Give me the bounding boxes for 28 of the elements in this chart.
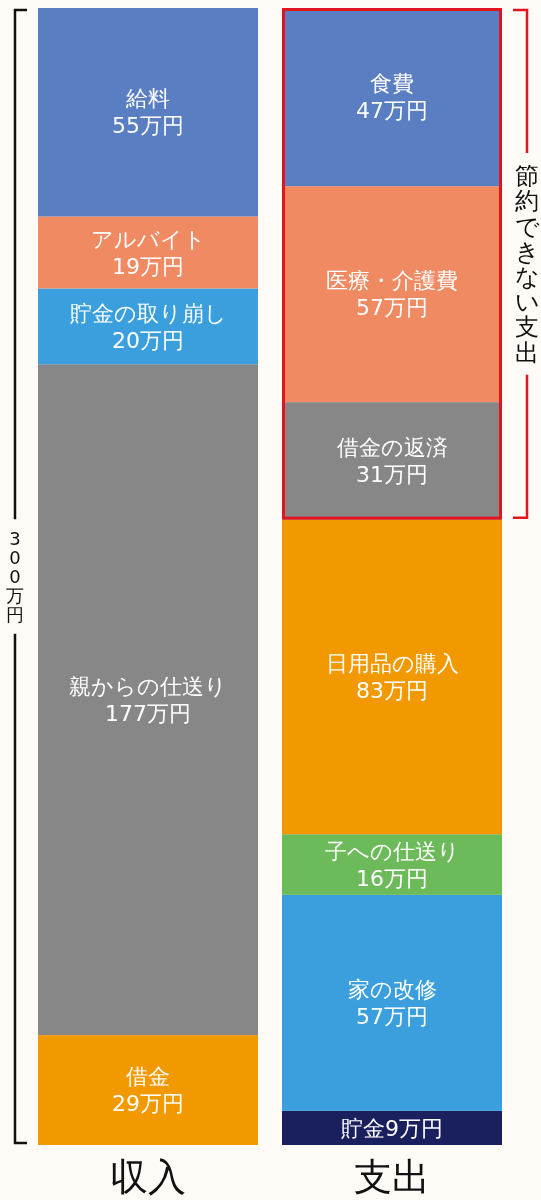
data-label: 29万円: [112, 1091, 184, 1117]
series-label: 借金の返済: [336, 435, 448, 461]
series-label: 子への仕送り: [324, 838, 460, 864]
series-label: 医療・介護費: [326, 268, 458, 294]
data-label: 57万円: [356, 1004, 428, 1030]
data-label: 55万円: [112, 113, 184, 139]
data-label: 47万円: [356, 98, 428, 124]
series-label: 貯金: [341, 1115, 385, 1141]
x-tick-label: 収入: [110, 1155, 186, 1199]
series-label: 食費: [370, 71, 414, 97]
series-label: 貯金の取り崩し: [69, 300, 227, 326]
series-label: 借金: [126, 1064, 170, 1090]
data-label: 57万円: [356, 295, 428, 321]
data-label: 19万円: [112, 253, 184, 279]
data-label: 83万円: [356, 678, 428, 704]
series-label: 親からの仕送り: [69, 673, 227, 699]
data-label: 177万円: [105, 700, 191, 726]
series-label: アルバイト: [90, 226, 206, 252]
data-label: 20万円: [112, 327, 184, 353]
series-label: 家の改修: [347, 977, 437, 1003]
text: 節約できない支出: [514, 162, 540, 367]
x-tick-label: 支出: [354, 1155, 430, 1199]
series-label: 給料: [125, 86, 170, 112]
series-label: 日用品の購入: [325, 651, 459, 677]
data-label: 16万円: [356, 865, 428, 891]
text: 300万円: [6, 528, 24, 625]
data-label: 9万円: [385, 1115, 443, 1141]
data-label: 31万円: [356, 462, 428, 488]
